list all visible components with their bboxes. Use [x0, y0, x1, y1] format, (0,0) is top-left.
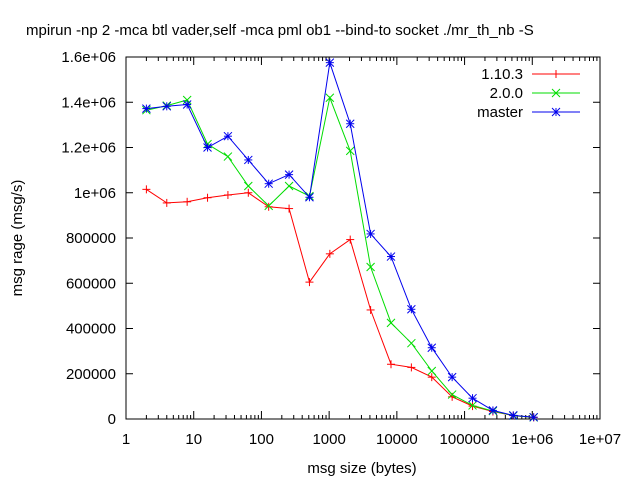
y-tick-label: 800000 [66, 230, 116, 247]
data-point [386, 318, 396, 328]
x-tick-label: 1 [122, 431, 130, 448]
data-point [366, 229, 375, 239]
series-2-0-0 [142, 93, 539, 422]
data-point [345, 146, 355, 156]
x-tick-label: 100000 [440, 431, 490, 448]
data-point [427, 343, 437, 353]
legend: 1.10.3 2.0.0 master [477, 66, 580, 121]
data-point [508, 411, 518, 420]
legend-label: master [477, 104, 523, 121]
y-tick-label: 400000 [66, 321, 116, 338]
legend-marker [551, 88, 561, 98]
data-point [529, 412, 539, 422]
data-point [346, 235, 355, 244]
data-point [427, 366, 437, 376]
data-point [264, 202, 273, 211]
x-tick-label: 100 [249, 431, 274, 448]
data-point [468, 393, 477, 403]
y-tick-label: 1.2e+06 [61, 140, 116, 157]
legend-label: 2.0.0 [490, 85, 523, 102]
x-tick-label: 1000 [312, 431, 345, 448]
data-point [183, 197, 192, 206]
series-1-10-3 [142, 185, 538, 422]
axis-ticks: 0 200000 400000 600000 800000 1e+06 1.2e+06 1.4… [61, 49, 621, 448]
data-point [305, 278, 314, 287]
data-point [305, 192, 314, 202]
plot-frame [125, 56, 601, 420]
data-point [407, 304, 416, 314]
data-point [468, 401, 477, 410]
data-point [203, 193, 212, 202]
data-point [264, 201, 274, 211]
series-layer [142, 58, 539, 422]
data-point [284, 170, 294, 180]
legend-marker [552, 70, 560, 78]
x-tick-label: 1e+06 [511, 431, 553, 448]
data-point [243, 155, 253, 165]
data-point [182, 95, 192, 105]
x-axis-label: msg size (bytes) [307, 460, 416, 477]
data-point [386, 252, 396, 261]
data-point [325, 93, 335, 103]
data-point [427, 373, 436, 382]
data-point [162, 198, 171, 207]
data-point [325, 58, 335, 68]
data-point [264, 179, 274, 189]
x-tick-label: 10 [185, 431, 202, 448]
data-point [203, 143, 212, 152]
data-point [223, 152, 233, 161]
series-line [146, 188, 534, 418]
data-point [407, 363, 416, 372]
data-point [488, 406, 498, 415]
series-master [142, 58, 539, 422]
chart-title: mpirun -np 2 -mca btl vader,self -mca pm… [26, 22, 534, 39]
data-point [325, 249, 334, 258]
data-point [345, 119, 355, 129]
legend-marker [551, 107, 561, 117]
y-tick-label: 1.4e+06 [61, 94, 116, 111]
y-tick-label: 1.6e+06 [61, 49, 116, 66]
legend-label: 1.10.3 [481, 66, 523, 83]
data-point [366, 262, 375, 272]
data-point [142, 185, 151, 194]
data-point [182, 100, 192, 109]
data-point [243, 181, 253, 191]
data-point [407, 338, 416, 348]
y-tick-label: 1e+06 [74, 185, 116, 202]
y-tick-label: 200000 [66, 366, 116, 383]
data-point [386, 360, 395, 369]
data-point [285, 204, 294, 213]
data-point [284, 181, 294, 191]
data-point [142, 104, 151, 113]
data-point [447, 372, 457, 382]
series-line [146, 95, 534, 418]
y-tick-label: 0 [108, 411, 116, 428]
data-point [366, 305, 375, 314]
x-tick-label: 1e+07 [579, 431, 621, 448]
y-tick-label: 600000 [66, 275, 116, 292]
data-point [162, 101, 172, 111]
series-line [146, 62, 534, 418]
data-point [244, 188, 253, 197]
y-axis-label: msg rage (msg/s) [9, 180, 26, 297]
data-point [223, 191, 232, 200]
data-point [223, 131, 233, 141]
data-point [447, 390, 457, 399]
x-tick-label: 10000 [376, 431, 418, 448]
